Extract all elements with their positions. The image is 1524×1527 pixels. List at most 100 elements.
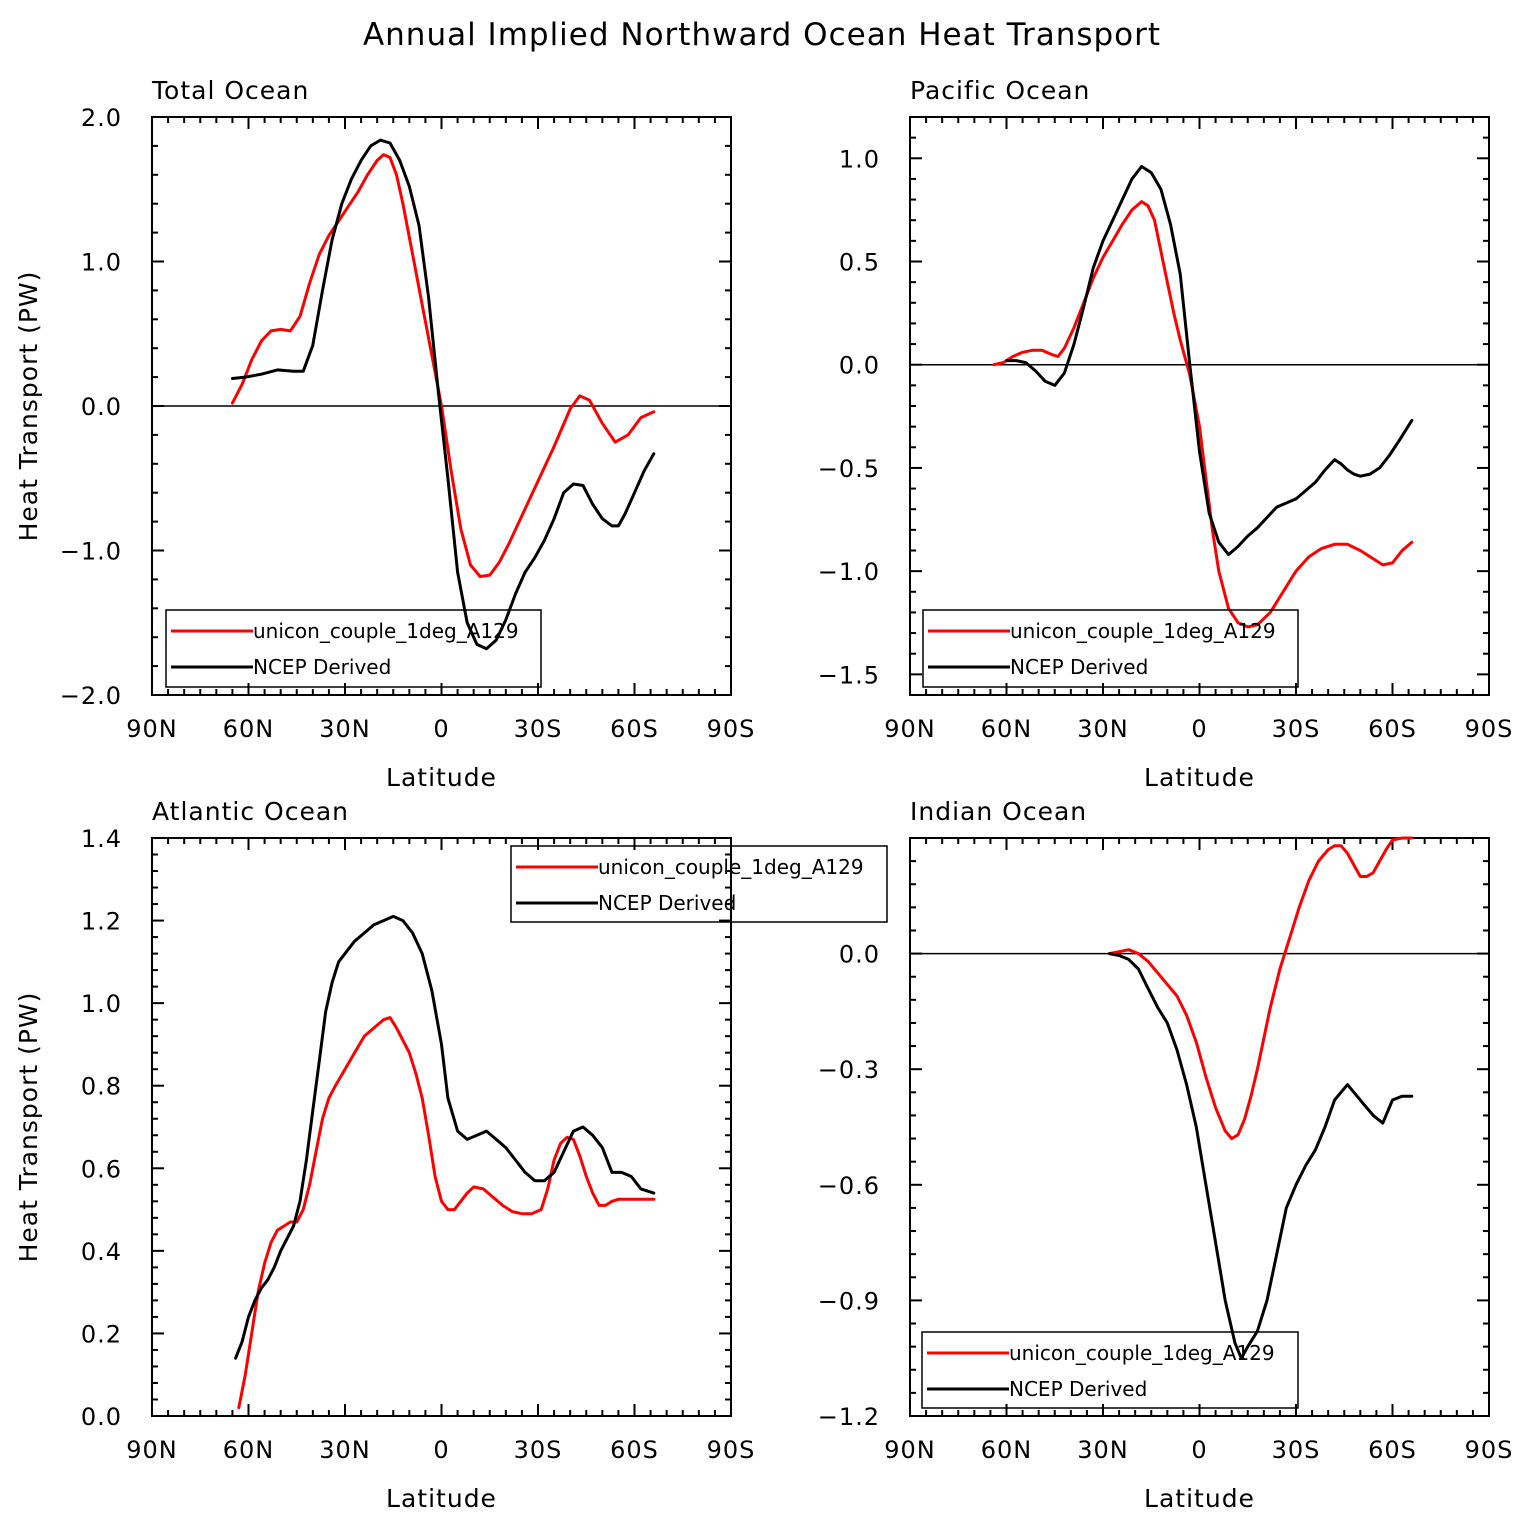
- x-tick-label: 90S: [1465, 715, 1514, 743]
- legend-label: unicon_couple_1deg_A129: [1009, 1341, 1275, 1365]
- y-tick-label: 0.0: [81, 1403, 122, 1431]
- legend-label: unicon_couple_1deg_A129: [1010, 619, 1276, 643]
- panel-indian-ocean: Indian Ocean 90N 60N 30N 0 30S 60S 90S −1.2 −0.9 −…: [818, 797, 1514, 1513]
- x-axis-label: Latitude: [386, 1484, 497, 1513]
- legend-box: [510, 845, 888, 923]
- y-tick-label: −1.2: [818, 1403, 880, 1431]
- x-tick-label: 0: [1191, 715, 1207, 743]
- panel-title: Atlantic Ocean: [152, 797, 349, 826]
- series-line: [234, 914, 656, 1360]
- panel-atlantic-ocean: Atlantic Ocean 90N 60N 30N 0 30S 60S 90S 0.0 0.2 0…: [14, 797, 888, 1513]
- y-tick-label: 2.0: [81, 104, 122, 132]
- y-tick-label: 1.2: [81, 908, 122, 936]
- x-tick-label: 30N: [319, 715, 371, 743]
- panel-title: Pacific Ocean: [910, 76, 1090, 105]
- y-tick-label: 1.0: [81, 990, 122, 1018]
- x-tick-label: 30S: [514, 715, 563, 743]
- x-tick-label: 0: [433, 715, 449, 743]
- legend-label: NCEP Derived: [1010, 655, 1148, 679]
- series-ncep: [1005, 165, 1414, 557]
- y-tick-label: −0.6: [818, 1172, 880, 1200]
- y-tick-label: −0.3: [818, 1056, 880, 1084]
- y-tick-label: −1.0: [818, 558, 880, 586]
- series-line: [230, 138, 656, 651]
- panel-total-ocean: Total Ocean 90N 60N 30N 0 30S 60S 90S −2.0 −1.0 0.…: [14, 76, 756, 792]
- x-tick-label: 60N: [981, 715, 1033, 743]
- x-tick-label: 30S: [1272, 1436, 1321, 1464]
- y-tick-label: 0.0: [839, 941, 880, 969]
- series-ncep: [230, 138, 656, 651]
- legend: unicon_couple_1deg_A129 NCEP Derived: [165, 609, 542, 688]
- x-tick-label: 60S: [610, 715, 659, 743]
- y-tick-label: −0.5: [818, 455, 880, 483]
- series-ncep: [1107, 952, 1414, 1360]
- x-tick-label: 90S: [707, 715, 756, 743]
- y-tick-label: −1.5: [818, 661, 880, 689]
- x-tick-label: 30S: [514, 1436, 563, 1464]
- x-tick-label: 90N: [126, 715, 178, 743]
- x-tick-label: 90S: [1465, 1436, 1514, 1464]
- y-tick-label: −0.9: [818, 1287, 880, 1315]
- x-tick-label: 0: [1191, 1436, 1207, 1464]
- x-tick-label: 60S: [1368, 715, 1417, 743]
- y-tick-label: 0.2: [81, 1320, 122, 1348]
- plot-frame: [909, 116, 1490, 696]
- y-tick-label: 0.0: [839, 352, 880, 380]
- y-tick-label: 1.0: [839, 145, 880, 173]
- x-tick-label: 30N: [319, 1436, 371, 1464]
- chart-panels: Total Ocean 90N 60N 30N 0 30S 60S 90S −2.0 −1.0 0.…: [14, 76, 1514, 1513]
- series-model: [230, 153, 656, 578]
- series-model: [992, 200, 1414, 629]
- x-tick-label: 90N: [884, 1436, 936, 1464]
- x-tick-label: 60N: [223, 1436, 275, 1464]
- x-tick-label: 60S: [1368, 1436, 1417, 1464]
- x-tick-label: 90S: [707, 1436, 756, 1464]
- x-tick-label: 60S: [610, 1436, 659, 1464]
- x-tick-label: 60N: [223, 715, 275, 743]
- panel-pacific-ocean: Pacific Ocean 90N 60N 30N 0 30S 60S 90S −1.5 −1.0…: [818, 76, 1514, 792]
- y-tick-label: 0.4: [81, 1238, 122, 1266]
- x-tick-label: 90N: [126, 1436, 178, 1464]
- plot-frame: [151, 837, 732, 1417]
- legend-label: unicon_couple_1deg_A129: [598, 855, 864, 879]
- panel-title: Total Ocean: [151, 76, 309, 105]
- legend: unicon_couple_1deg_A129 NCEP Derived: [921, 1331, 1299, 1409]
- x-tick-label: 30S: [1272, 715, 1321, 743]
- series-line: [992, 200, 1414, 629]
- series-line: [237, 1016, 656, 1410]
- x-axis-label: Latitude: [1144, 1484, 1255, 1513]
- y-tick-label: 1.0: [81, 249, 122, 277]
- y-tick-label: −2.0: [60, 682, 122, 710]
- y-axis-label: Heat Transport (PW): [14, 992, 43, 1263]
- y-tick-label: −1.0: [60, 538, 122, 566]
- panel-title: Indian Ocean: [910, 797, 1087, 826]
- x-axis-label: Latitude: [1144, 763, 1255, 792]
- legend-box: [922, 609, 1299, 688]
- y-tick-label: 1.4: [81, 825, 122, 853]
- y-tick-label: 0.6: [81, 1155, 122, 1183]
- series-line: [230, 153, 656, 578]
- x-axis-label: Latitude: [386, 763, 497, 792]
- legend-label: unicon_couple_1deg_A129: [253, 619, 519, 643]
- legend-label: NCEP Derived: [1009, 1377, 1147, 1401]
- legend-label: NCEP Derived: [253, 655, 391, 679]
- x-tick-label: 30N: [1077, 1436, 1129, 1464]
- figure-title: Annual Implied Northward Ocean Heat Tran…: [363, 17, 1161, 53]
- x-tick-label: 60N: [981, 1436, 1033, 1464]
- legend-box: [165, 609, 542, 688]
- series-model: [1107, 836, 1414, 1141]
- x-tick-label: 0: [433, 1436, 449, 1464]
- legend-label: NCEP Derived: [598, 891, 736, 915]
- x-tick-label: 90N: [884, 715, 936, 743]
- y-tick-label: 0.0: [81, 393, 122, 421]
- y-axis-label: Heat Transport (PW): [14, 271, 43, 542]
- legend: unicon_couple_1deg_A129 NCEP Derived: [510, 845, 888, 923]
- y-tick-label: 0.8: [81, 1073, 122, 1101]
- y-tick-label: 0.5: [839, 249, 880, 277]
- series-line: [1107, 836, 1414, 1141]
- legend: unicon_couple_1deg_A129 NCEP Derived: [922, 609, 1299, 688]
- series-line: [1107, 952, 1414, 1360]
- x-tick-label: 30N: [1077, 715, 1129, 743]
- series-line: [1005, 165, 1414, 557]
